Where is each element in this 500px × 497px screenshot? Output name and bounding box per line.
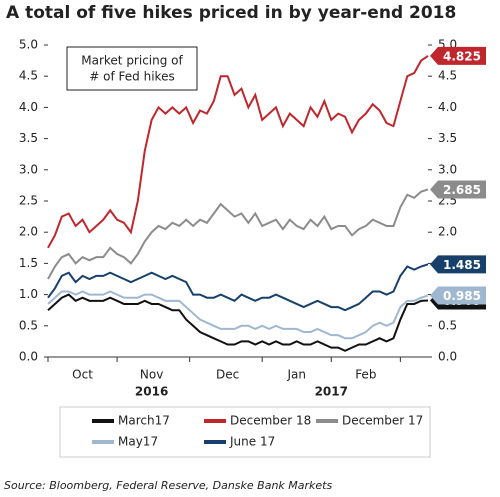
- end-tag: [430, 180, 486, 199]
- legend-label: June 17: [229, 435, 275, 449]
- annotation-box: [66, 46, 198, 91]
- y-tick-label: 1.0: [19, 287, 38, 301]
- y-tick-label: 3.0: [19, 162, 38, 176]
- y2-tick-label: 2.0: [438, 225, 457, 239]
- y-tick-label: 4.5: [19, 69, 38, 83]
- x-group-label: 2016: [135, 385, 168, 399]
- x-group-label: 2017: [315, 385, 348, 399]
- chart-title: A total of five hikes priced in by year-…: [6, 3, 456, 23]
- legend-label: December 18: [230, 414, 311, 428]
- legend-box: [59, 406, 431, 458]
- end-tag: [430, 255, 486, 274]
- y2-tick-label: 0.5: [438, 318, 457, 332]
- x-tick-label: Oct: [72, 368, 93, 382]
- source: Source: Bloomberg, Federal Reserve, Dans…: [4, 479, 332, 492]
- annotation: Market pricing of: [81, 54, 183, 68]
- y-tick-label: 5.0: [19, 38, 38, 52]
- end-label: 2.685: [443, 183, 481, 197]
- legend-label: December 17: [342, 414, 423, 428]
- y2-tick-label: 4.0: [438, 100, 457, 114]
- series-line: [47, 290, 429, 340]
- series-line: [47, 263, 429, 312]
- series-line: [47, 55, 429, 249]
- legend-label: May17: [118, 435, 158, 449]
- y2-tick-label: 4.5: [438, 69, 457, 83]
- x-tick-label: Nov: [140, 368, 163, 382]
- legend-label: March17: [118, 414, 170, 428]
- y-tick-label: 0.5: [19, 318, 38, 332]
- x-tick-label: Feb: [355, 368, 376, 382]
- y-tick-label: 4.0: [19, 100, 38, 114]
- end-label: 0.985: [443, 289, 481, 303]
- y2-tick-label: 3.5: [438, 131, 457, 145]
- y-tick-label: 2.0: [19, 225, 38, 239]
- y2-tick-label: 0.0: [438, 350, 457, 364]
- end-label: 1.485: [443, 258, 481, 272]
- y-tick-label: 3.5: [19, 131, 38, 145]
- y-tick-label: 2.5: [19, 194, 38, 208]
- y-tick-label: 0.0: [19, 350, 38, 364]
- end-label: 4.825: [443, 49, 481, 63]
- end-tag: [430, 46, 486, 65]
- x-tick-label: Jan: [286, 368, 306, 382]
- end-tag: [430, 286, 486, 305]
- series-line: [47, 293, 429, 352]
- y-tick-label: 1.5: [19, 256, 38, 270]
- annotation: # of Fed hikes: [89, 70, 174, 84]
- series-line: [47, 188, 429, 280]
- y2-tick-label: 3.0: [438, 162, 457, 176]
- x-tick-label: Dec: [216, 368, 239, 382]
